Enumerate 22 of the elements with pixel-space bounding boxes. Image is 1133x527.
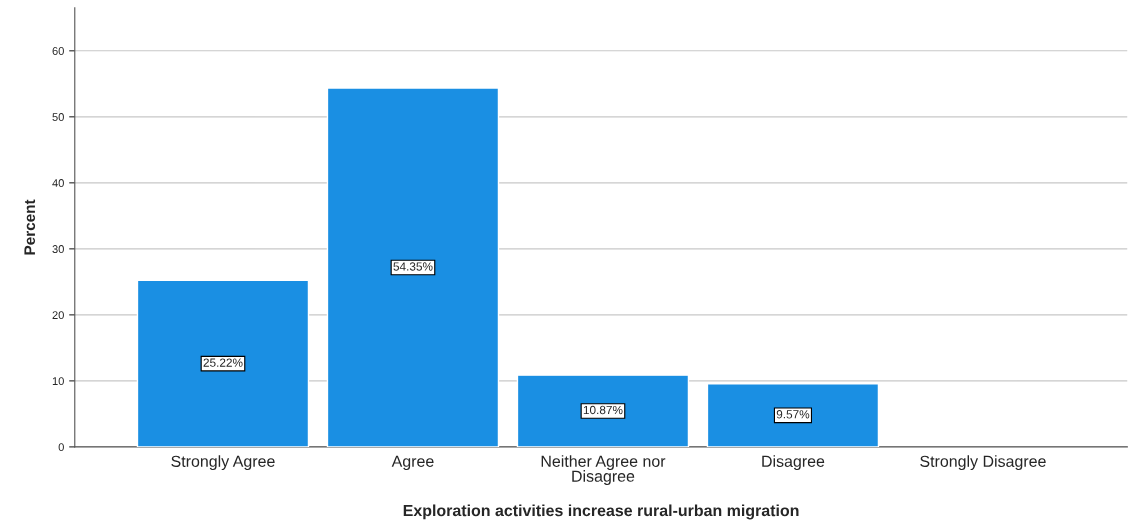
- y-axis-title: Percent: [24, 199, 36, 255]
- data-label: 9.57%: [776, 410, 810, 419]
- bar: [706, 383, 880, 447]
- x-tick-label: Strongly Disagree: [920, 455, 1046, 471]
- bar: [516, 374, 690, 447]
- y-tick-label: 60: [52, 47, 64, 55]
- x-tick-label: Disagree: [762, 455, 825, 471]
- bar: [136, 279, 310, 447]
- y-tick-label: 40: [52, 179, 64, 187]
- bar: [326, 87, 500, 447]
- data-label: 10.87%: [583, 405, 623, 415]
- data-label: 54.35%: [393, 262, 433, 271]
- y-tick-label: 10: [52, 377, 64, 386]
- x-tick-label: Neither Agree nor Disagree: [541, 455, 666, 486]
- data-label: 25.22%: [203, 358, 243, 367]
- x-tick-label: Strongly Agree: [171, 455, 275, 471]
- y-tick-label: 30: [52, 245, 64, 253]
- y-tick-label: 50: [52, 113, 64, 121]
- x-axis-title: Exploration activities increase rural-urban migration: [403, 504, 799, 520]
- y-tick-label: 20: [52, 311, 64, 319]
- x-tick-label: Agree: [391, 455, 434, 471]
- y-tick-label: 0: [58, 443, 64, 452]
